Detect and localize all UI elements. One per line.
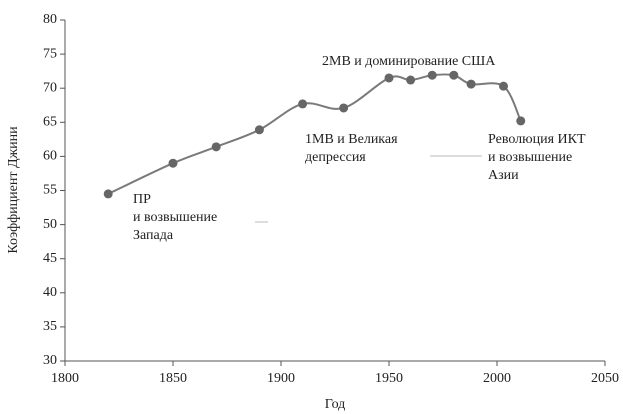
point: [168, 158, 178, 168]
x-tick-label: 1800: [51, 371, 79, 386]
y-tick-label: 30: [43, 353, 57, 368]
point: [254, 125, 264, 135]
annotation: Революция ИКТ: [488, 132, 586, 147]
annotation: депрессия: [305, 150, 366, 165]
x-tick-label: 1950: [375, 371, 403, 386]
point: [427, 70, 437, 80]
point: [498, 81, 508, 91]
point: [211, 142, 221, 152]
y-tick-label: 75: [43, 46, 57, 61]
point: [466, 79, 476, 89]
x-tick-label: 2050: [591, 371, 619, 386]
point: [449, 70, 459, 80]
point: [406, 75, 416, 85]
y-tick-label: 70: [43, 80, 57, 95]
annotation: ПР: [133, 192, 151, 207]
y-tick-label: 50: [43, 217, 57, 232]
point: [103, 189, 113, 199]
annotation: Запада: [133, 228, 174, 243]
annotation: Азии: [488, 168, 519, 183]
x-tick-label: 1900: [267, 371, 295, 386]
y-axis-label: Коэффициент Джини: [6, 126, 21, 254]
point: [298, 99, 308, 109]
y-tick-label: 80: [43, 12, 57, 27]
point: [384, 73, 394, 83]
y-tick-label: 65: [43, 115, 57, 130]
x-tick-label: 1850: [159, 371, 187, 386]
annotation: и возвышение: [488, 150, 572, 165]
point: [339, 103, 349, 113]
y-tick-label: 45: [43, 251, 57, 266]
x-axis-label: Год: [325, 397, 346, 412]
y-tick-label: 35: [43, 319, 57, 334]
annotation: и возвышение: [133, 210, 217, 225]
x-tick-label: 2000: [483, 371, 511, 386]
y-tick-label: 60: [43, 149, 57, 164]
point: [516, 116, 526, 126]
annotation: 1МВ и Великая: [305, 132, 398, 147]
y-tick-label: 40: [43, 285, 57, 300]
annotation: 2МВ и доминирование США: [322, 54, 496, 69]
y-tick-label: 55: [43, 183, 57, 198]
